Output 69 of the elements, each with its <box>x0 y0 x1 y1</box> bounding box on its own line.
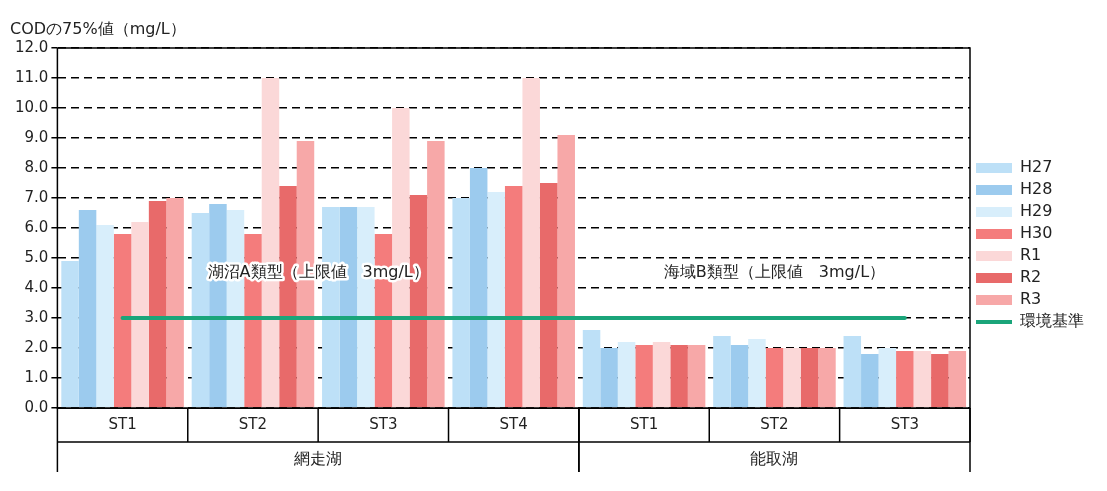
bar <box>557 135 575 408</box>
bar <box>861 354 879 408</box>
text: 能取湖 <box>750 449 799 469</box>
bar <box>78 210 97 408</box>
y-tick-label: 5.0 <box>24 247 49 266</box>
bar <box>539 183 558 408</box>
bar <box>687 345 706 408</box>
text: 網走湖 <box>293 449 343 469</box>
bar <box>670 345 688 408</box>
x-tick-label: ST2 <box>238 414 268 433</box>
legend-label: R2 <box>1020 267 1042 287</box>
bar <box>713 336 731 408</box>
y-tick-label: 7.0 <box>24 187 49 206</box>
bar <box>582 330 601 408</box>
bar <box>896 351 914 408</box>
x-tick-label: ST1 <box>108 414 137 433</box>
bar <box>765 348 784 408</box>
x-tick-label: ST3 <box>369 414 398 433</box>
bar <box>427 141 445 408</box>
bar <box>913 351 932 408</box>
bar <box>131 222 149 408</box>
bar <box>730 345 749 408</box>
x-tick-label: ST2 <box>760 414 789 433</box>
legend-label: H29 <box>1020 201 1053 221</box>
bar <box>878 348 897 408</box>
bar <box>504 186 523 408</box>
bar <box>600 348 618 408</box>
y-tick-label: 2.0 <box>24 337 49 356</box>
y-tick-label: 10.0 <box>14 97 49 116</box>
bar <box>487 192 505 408</box>
bar <box>948 351 967 408</box>
legend-label: H27 <box>1020 157 1053 177</box>
legend-label: R1 <box>1020 245 1042 265</box>
y-tick-label: 1.0 <box>24 367 49 386</box>
y-tick-label: 9.0 <box>24 127 49 146</box>
bar <box>96 225 114 408</box>
bar <box>783 348 801 408</box>
bar <box>113 234 132 408</box>
bar <box>818 348 836 408</box>
legend-label: 環境基準 <box>1020 311 1084 331</box>
bar <box>843 336 862 408</box>
y-tick-label: 4.0 <box>24 277 49 296</box>
legend-label: R3 <box>1020 289 1042 309</box>
x-tick-label: ST4 <box>499 414 528 433</box>
bar <box>166 198 184 408</box>
legend-label: H28 <box>1020 179 1053 199</box>
bar <box>931 354 949 408</box>
x-tick-label: ST3 <box>890 414 919 433</box>
legend-label: H30 <box>1020 223 1053 243</box>
y-axis-title: CODの75%値（mg/L） <box>10 19 186 39</box>
x-tick-label: ST1 <box>629 414 659 433</box>
bar <box>617 342 636 408</box>
bar <box>635 345 653 408</box>
bar <box>652 342 671 408</box>
bar <box>452 198 470 408</box>
y-tick-label: 0.0 <box>24 397 49 416</box>
y-tick-label: 6.0 <box>24 217 49 236</box>
bar <box>522 78 540 408</box>
y-tick-label: 11.0 <box>14 67 49 86</box>
bar <box>61 261 79 408</box>
y-tick-label: 8.0 <box>24 157 49 176</box>
y-tick-label: 12.0 <box>14 37 49 56</box>
bar <box>800 348 819 408</box>
bar <box>191 213 210 408</box>
annotation: 海域B類型（上限値 3mg/L） <box>663 262 886 282</box>
bar <box>469 168 488 408</box>
y-tick-label: 3.0 <box>24 307 49 326</box>
bar <box>748 339 766 408</box>
bar <box>148 201 167 408</box>
